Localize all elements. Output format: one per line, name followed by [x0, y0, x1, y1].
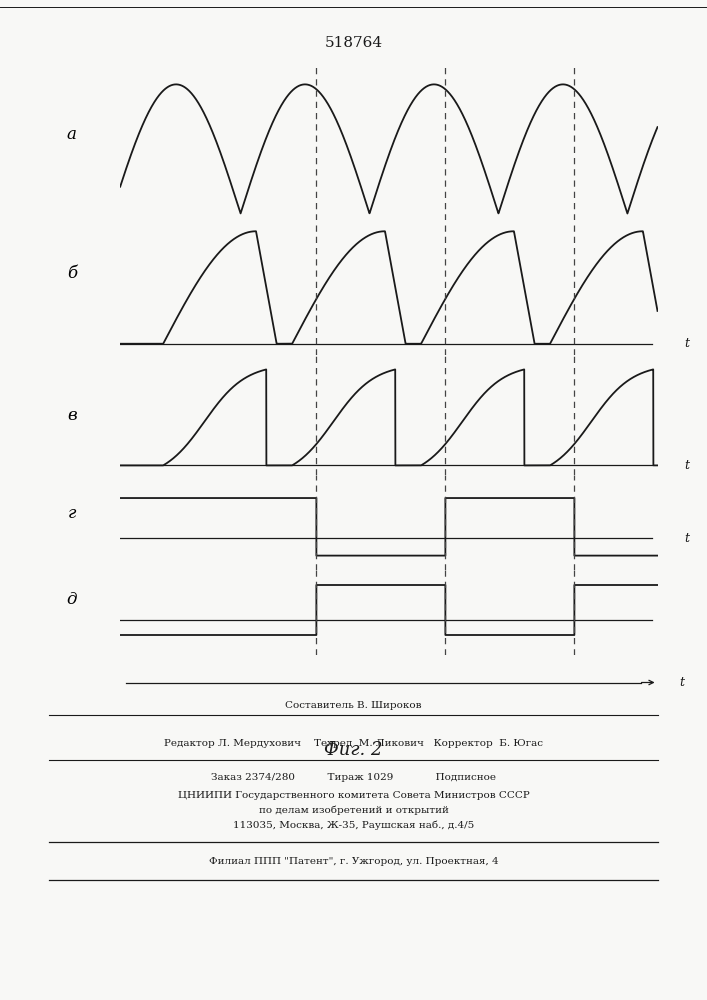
Text: t: t [679, 676, 684, 689]
Text: t: t [684, 532, 689, 545]
Text: д: д [66, 591, 77, 608]
Text: б: б [66, 265, 77, 282]
Text: Заказ 2374/280          Тираж 1029             Подписное: Заказ 2374/280 Тираж 1029 Подписное [211, 774, 496, 782]
Text: ЦНИИПИ Государственного комитета Совета Министров СССР: ЦНИИПИ Государственного комитета Совета … [177, 790, 530, 800]
Text: t: t [684, 459, 689, 472]
Text: Редактор Л. Мердухович    Техред  М. Ликович   Корректор  Б. Югас: Редактор Л. Мердухович Техред М. Ликович… [164, 738, 543, 748]
Text: Филиал ППП "Патент", г. Ужгород, ул. Проектная, 4: Филиал ППП "Патент", г. Ужгород, ул. Про… [209, 858, 498, 866]
Text: 518764: 518764 [325, 36, 382, 50]
Text: г: г [68, 504, 76, 522]
Text: а: а [67, 126, 77, 143]
Text: в: в [67, 406, 76, 424]
Text: Составитель В. Широков: Составитель В. Широков [285, 701, 422, 710]
Text: t: t [684, 337, 689, 350]
Text: по делам изобретений и открытий: по делам изобретений и открытий [259, 805, 448, 815]
Text: 113035, Москва, Ж-35, Раушская наб., д.4/5: 113035, Москва, Ж-35, Раушская наб., д.4… [233, 820, 474, 830]
Text: Φиг. 2: Φиг. 2 [325, 741, 382, 759]
